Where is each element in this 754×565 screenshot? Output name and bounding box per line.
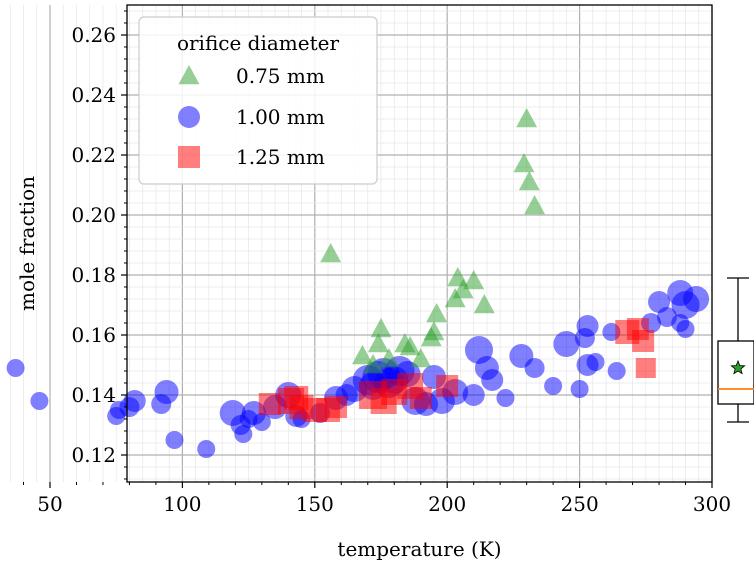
triangle-point (524, 195, 546, 215)
square-point (258, 393, 281, 415)
circle-point (683, 286, 710, 312)
legend-entry-label: 1.25 mm (236, 145, 325, 169)
square-point (324, 396, 347, 418)
x-tick-label: 50 (37, 492, 62, 516)
axis-ticks: 50 100 150 200 250 300 0.12 0.14 0.16 0.18 0.20 0.2… (23, 10, 731, 516)
triangle-point (473, 294, 495, 314)
marginal-boxplot (717, 277, 754, 423)
circle-point (607, 362, 626, 380)
plot-frame (126, 4, 713, 483)
square-point (436, 375, 459, 397)
legend-entry-label: 1.00 mm (236, 105, 325, 129)
legend-triangle-icon (178, 65, 200, 85)
circle-point (524, 358, 545, 378)
x-tick-label: 300 (693, 492, 731, 516)
circle-point (30, 392, 49, 410)
triangle-point (426, 303, 448, 323)
x-tick-label: 100 (163, 492, 201, 516)
triangle-point (367, 333, 389, 353)
circle-point (6, 359, 25, 377)
circle-point (123, 390, 146, 412)
triangle-point (444, 288, 466, 308)
triangle-point (362, 354, 384, 374)
triangle-point (378, 348, 400, 368)
circle-point (154, 380, 179, 404)
triangle-point (420, 327, 442, 347)
legend-box (138, 16, 378, 185)
circle-point (462, 384, 485, 406)
legend-entry-label: 0.75 mm (236, 64, 325, 88)
y-tick-label: 0.18 (71, 263, 116, 287)
x-axis-label: temperature (K) (337, 537, 501, 561)
y-tick-label: 0.12 (71, 443, 116, 467)
mean-star-marker (730, 359, 746, 375)
circle-point (481, 369, 504, 391)
y-tick-label: 0.14 (71, 383, 116, 407)
triangle-point (352, 345, 373, 365)
square-point (632, 330, 655, 352)
y-tick-label: 0.26 (71, 23, 116, 47)
triangle-point (518, 171, 540, 191)
triangle-point (370, 318, 392, 338)
legend-circle-icon (178, 106, 200, 128)
box-iqr (717, 340, 754, 405)
circle-point (570, 380, 589, 398)
circle-point (252, 413, 271, 431)
data-points (6, 108, 710, 458)
triangle-point (516, 108, 538, 128)
y-tick-label: 0.20 (71, 203, 116, 227)
x-tick-label: 150 (296, 492, 334, 516)
circle-point (676, 320, 695, 338)
circle-point (576, 315, 599, 337)
circle-point (496, 389, 515, 407)
y-tick-label: 0.22 (71, 143, 116, 167)
x-tick-label: 250 (561, 492, 599, 516)
circle-point (544, 377, 563, 395)
y-tick-label: 0.24 (71, 83, 116, 107)
triangle-point (320, 243, 342, 263)
square-point (409, 387, 432, 409)
circle-point (586, 353, 605, 371)
circle-point (165, 431, 184, 449)
x-tick-label: 200 (428, 492, 466, 516)
triangle-point (399, 336, 421, 356)
circle-point (553, 331, 580, 357)
legend-title: orifice diameter (177, 31, 340, 55)
circle-point (234, 425, 253, 443)
legend-square-icon (178, 146, 200, 168)
triangle-point (410, 348, 432, 368)
triangle-point (513, 153, 535, 173)
y-tick-label: 0.16 (71, 323, 116, 347)
square-point (635, 358, 656, 378)
legend: orifice diameter 0.75 mm 1.00 mm 1.25 mm (138, 16, 378, 185)
y-axis-label: mole fraction (15, 176, 39, 311)
circle-point (197, 440, 216, 458)
triangle-point (463, 270, 485, 290)
